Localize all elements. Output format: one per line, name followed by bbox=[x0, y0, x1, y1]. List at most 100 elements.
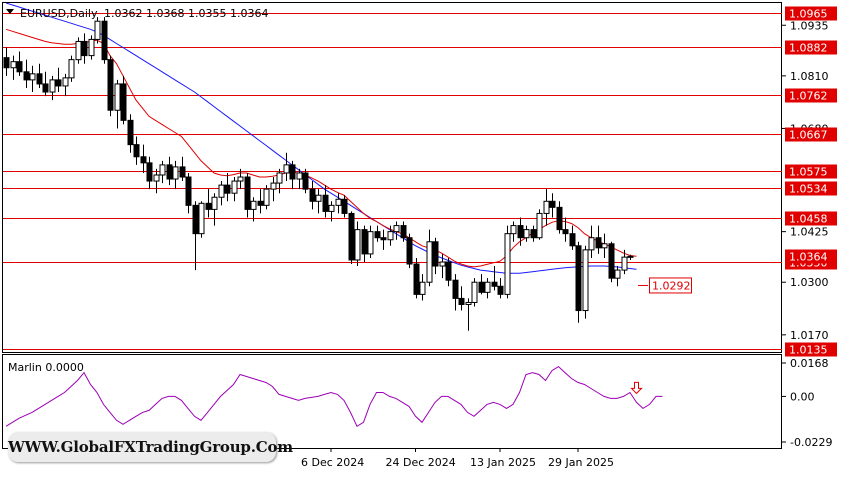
candle-body bbox=[543, 200, 550, 214]
candle-body bbox=[94, 20, 101, 40]
y-tick-label: 1.0810 bbox=[790, 70, 829, 83]
candle-body bbox=[23, 71, 30, 81]
candle-body bbox=[205, 202, 212, 210]
candle-body bbox=[68, 59, 75, 79]
candle-body bbox=[322, 194, 329, 212]
candle-body bbox=[42, 83, 49, 93]
candle-body bbox=[146, 162, 153, 182]
candle-body bbox=[250, 200, 257, 210]
candle-body bbox=[406, 237, 413, 265]
candle-body bbox=[263, 188, 270, 206]
y-tick-label: 1.0170 bbox=[790, 329, 829, 342]
level-label-bg bbox=[785, 181, 837, 196]
x-tick-label: 24 Dec 2024 bbox=[386, 456, 456, 469]
candle-body bbox=[237, 176, 244, 182]
candle-body bbox=[569, 233, 576, 247]
level-label-bg bbox=[785, 127, 837, 142]
candle-body bbox=[517, 225, 524, 239]
candle-body bbox=[504, 233, 511, 295]
level-label: 1.0667 bbox=[789, 129, 828, 142]
candle-body bbox=[309, 188, 316, 202]
level-label: 1.0965 bbox=[789, 8, 828, 21]
candle-body bbox=[367, 231, 374, 255]
collapse-arrow-icon[interactable] bbox=[6, 9, 14, 14]
candle-body bbox=[621, 256, 628, 271]
candle-body bbox=[198, 202, 205, 235]
level-label: 1.0135 bbox=[789, 344, 828, 357]
target-label: 1.0292 bbox=[652, 279, 691, 292]
candle-body bbox=[497, 285, 504, 295]
candle-body bbox=[387, 231, 394, 241]
candle-body bbox=[484, 281, 491, 293]
level-label: 1.0882 bbox=[789, 42, 828, 55]
symbol-label: EURUSD,Daily bbox=[20, 7, 98, 20]
candle-body bbox=[283, 164, 290, 174]
x-tick-label: 6 Dec 2024 bbox=[301, 456, 364, 469]
candle-body bbox=[393, 225, 400, 233]
main-pane-frame bbox=[2, 2, 782, 353]
candle-body bbox=[16, 61, 23, 73]
watermark-banner: WWW.GlobalFXTradingGroup.Com bbox=[8, 432, 293, 462]
candle-body bbox=[419, 281, 426, 295]
candle-body bbox=[218, 184, 225, 198]
candle-body bbox=[348, 212, 355, 261]
candle-body bbox=[270, 182, 277, 190]
level-label-bg bbox=[785, 6, 837, 21]
candle-body bbox=[536, 212, 543, 239]
candle-body bbox=[556, 206, 563, 231]
candle-body bbox=[608, 243, 615, 279]
candle-body bbox=[452, 279, 459, 299]
candle-body bbox=[172, 166, 179, 180]
x-tick-label: 29 Jan 2025 bbox=[548, 456, 614, 469]
candle-body bbox=[614, 269, 621, 279]
candle-body bbox=[140, 156, 147, 164]
level-label-bg bbox=[785, 342, 837, 357]
candle-body bbox=[361, 229, 368, 255]
candle-body bbox=[55, 79, 62, 87]
oscillator-title: Marlin 0.0000 bbox=[8, 361, 84, 374]
candle-body bbox=[530, 229, 537, 239]
ohlc-values: 1.0362 1.0368 1.0355 1.0364 bbox=[104, 7, 268, 20]
candle-body bbox=[465, 301, 472, 305]
candle-body bbox=[192, 204, 199, 235]
candle-body bbox=[380, 237, 387, 241]
candle-body bbox=[432, 241, 439, 267]
candle-body bbox=[276, 172, 283, 184]
osc-y-tick-label: 0.0168 bbox=[790, 357, 829, 370]
candle-body bbox=[179, 166, 186, 178]
y-tick-label: 1.0425 bbox=[790, 226, 829, 239]
candle-body bbox=[107, 59, 114, 111]
candle-body bbox=[510, 225, 517, 235]
candle-body bbox=[315, 194, 322, 202]
candle-body bbox=[445, 261, 452, 281]
candle-body bbox=[10, 61, 17, 69]
candle-body bbox=[458, 297, 465, 305]
candle-body bbox=[62, 77, 69, 87]
candle-body bbox=[3, 57, 10, 69]
candle-body bbox=[289, 164, 296, 180]
candle-body bbox=[257, 200, 264, 206]
candle-body bbox=[627, 255, 634, 258]
candle-body bbox=[588, 237, 595, 251]
x-tick-label: 13 Jan 2025 bbox=[470, 456, 536, 469]
candle-body bbox=[244, 176, 251, 210]
candle-body bbox=[36, 73, 43, 85]
candle-body bbox=[549, 200, 556, 208]
candle-body bbox=[328, 204, 335, 212]
candle-body bbox=[224, 184, 231, 194]
candle-body bbox=[81, 40, 88, 57]
candle-body bbox=[426, 241, 433, 283]
candle-body bbox=[478, 281, 485, 293]
candle-body bbox=[49, 79, 56, 93]
candle-body bbox=[120, 83, 127, 121]
candle-body bbox=[595, 237, 602, 249]
candle-body bbox=[211, 196, 218, 210]
candle-body bbox=[302, 172, 309, 190]
candle-body bbox=[400, 225, 407, 239]
target-label-box bbox=[649, 277, 692, 294]
y-tick-label: 1.0300 bbox=[790, 276, 829, 289]
signal-down-arrow-icon bbox=[630, 381, 643, 395]
levels-layer: 1.0292 bbox=[3, 13, 782, 350]
current-price-bg bbox=[785, 249, 837, 264]
candle-body bbox=[159, 164, 166, 176]
